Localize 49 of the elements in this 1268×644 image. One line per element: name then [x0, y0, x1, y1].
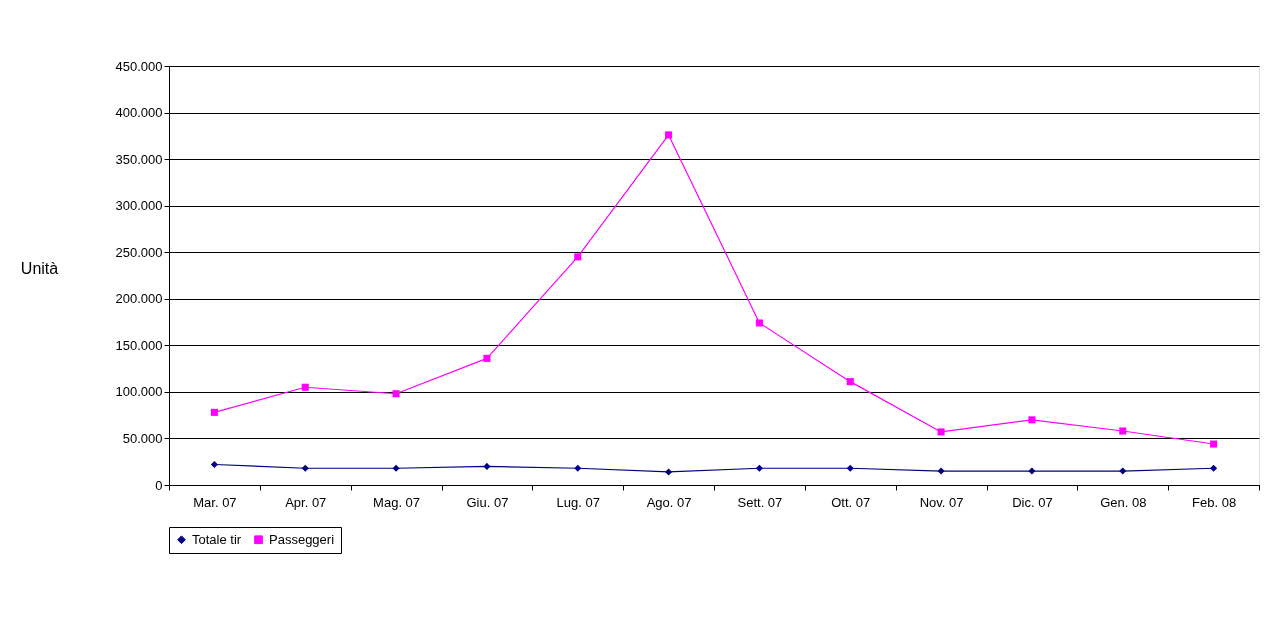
point [755, 319, 763, 327]
point [210, 408, 218, 416]
y-tick-label: 150.000 [115, 337, 163, 353]
x-tick-label: Feb. 08 [1192, 494, 1237, 510]
x-tick-label: Ott. 07 [831, 494, 871, 510]
y-tick-label: 400.000 [115, 105, 163, 121]
x-tick-label: Giu. 07 [466, 494, 509, 510]
y-tick-label: 250.000 [115, 244, 163, 260]
y-tick-label: 100.000 [115, 384, 163, 400]
y-tick-label: 350.000 [115, 151, 163, 167]
x-tick-label: Ago. 07 [646, 494, 692, 510]
y-axis-title: Unità [20, 259, 59, 277]
point [937, 467, 945, 475]
point [483, 462, 491, 470]
point [937, 428, 945, 436]
point [392, 464, 400, 472]
point [1028, 416, 1036, 424]
y-tick-label: 300.000 [115, 198, 163, 214]
legend-label: Passeggeri [269, 531, 335, 547]
point [392, 390, 400, 398]
point [574, 253, 582, 261]
x-tick-label: Lug. 07 [556, 494, 600, 510]
point [1119, 427, 1127, 435]
point [1119, 467, 1127, 475]
legend-label: Totale tir [192, 531, 242, 547]
x-tick-label: Mag. 07 [373, 494, 421, 510]
point [1210, 440, 1218, 448]
point [1028, 467, 1036, 475]
y-tick-label: 200.000 [115, 291, 163, 307]
point [755, 464, 763, 472]
point [210, 460, 218, 469]
y-tick-label: 450.000 [115, 58, 163, 74]
point [665, 131, 673, 139]
x-tick-label: Apr. 07 [285, 494, 327, 510]
point [301, 383, 309, 391]
point [846, 378, 854, 386]
point [1210, 464, 1218, 472]
point [665, 468, 673, 476]
x-tick-label: Sett. 07 [737, 494, 783, 510]
y-tick-label: 50.000 [122, 430, 163, 446]
y-tick-label: 0 [155, 477, 163, 493]
point [846, 464, 854, 472]
point [483, 354, 491, 362]
x-tick-label: Mar. 07 [193, 494, 237, 510]
x-tick-label: Gen. 08 [1100, 494, 1147, 510]
x-tick-label: Nov. 07 [919, 494, 964, 510]
x-tick-label: Dic. 07 [1012, 494, 1053, 510]
point [574, 464, 582, 472]
point [301, 464, 309, 472]
